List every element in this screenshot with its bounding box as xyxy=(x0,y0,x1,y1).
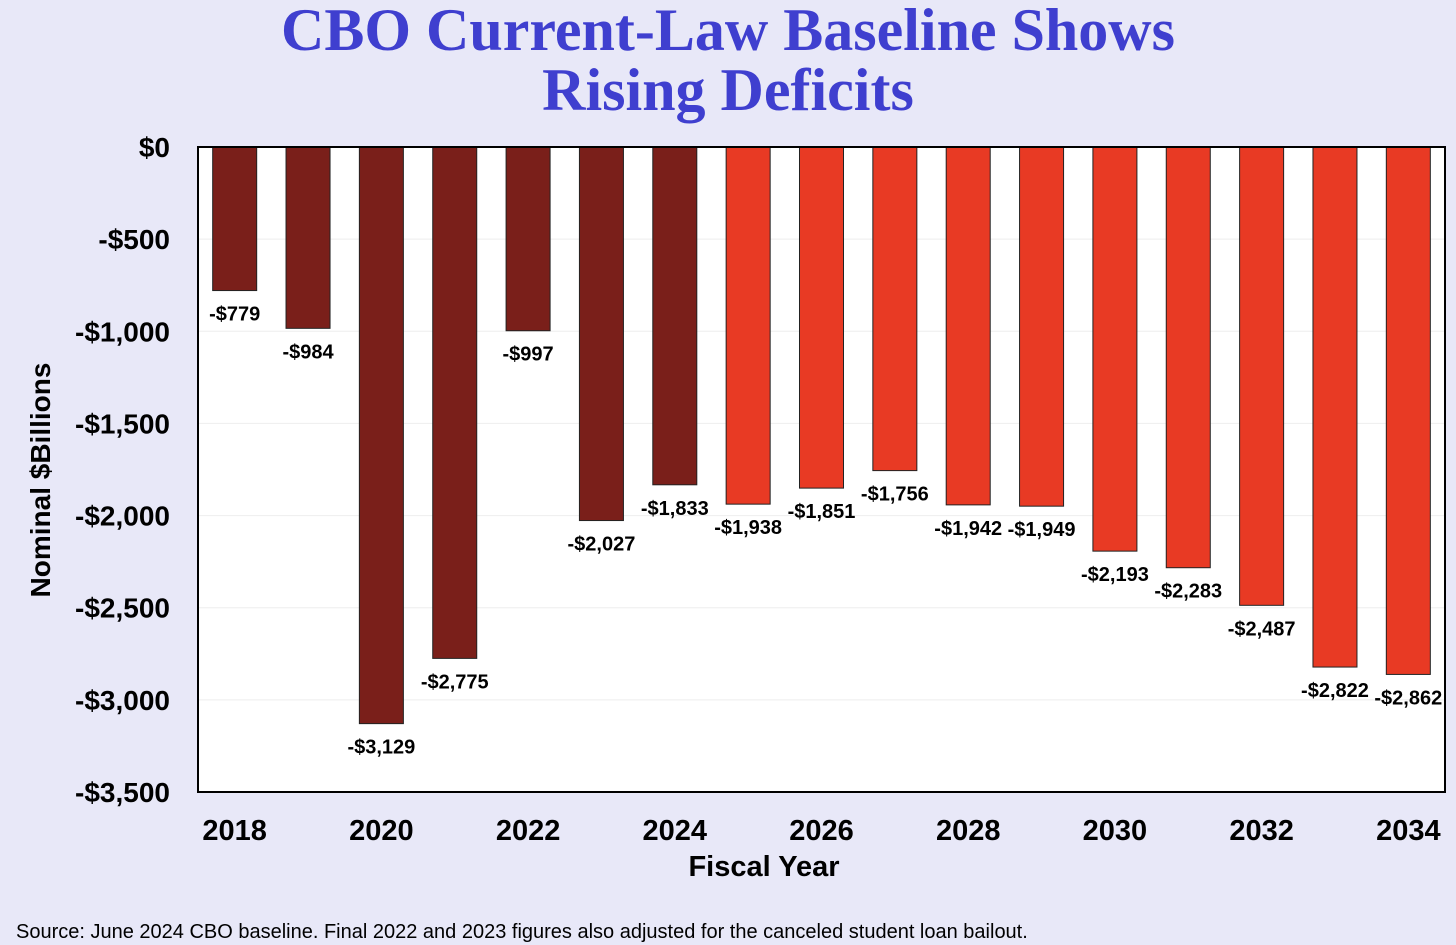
data-label-2032: -$2,487 xyxy=(1228,618,1296,640)
y-tick-label: -$1,000 xyxy=(75,316,170,347)
bar-2032 xyxy=(1239,146,1285,606)
data-label-2025: -$1,938 xyxy=(714,517,782,539)
data-label-2020: -$3,129 xyxy=(347,737,415,759)
data-label-2019: -$984 xyxy=(282,341,334,363)
bar-2023 xyxy=(578,146,624,522)
x-tick-label: 2018 xyxy=(202,815,267,847)
bar-2021 xyxy=(432,146,478,659)
bar-2018 xyxy=(212,146,258,292)
x-tick-label: 2024 xyxy=(643,815,708,847)
data-label-2021: -$2,775 xyxy=(421,671,489,693)
bar-2029 xyxy=(1019,146,1065,507)
bar-2024 xyxy=(652,146,698,486)
data-label-2034: -$2,862 xyxy=(1374,687,1442,709)
bar-2022 xyxy=(505,146,551,332)
bar-2031 xyxy=(1165,146,1211,569)
y-axis-label: Nominal $Billions xyxy=(25,363,56,598)
data-labels: -$779-$984-$3,129-$2,775-$997-$2,027-$1,… xyxy=(209,304,1442,759)
y-tick-label: -$1,500 xyxy=(75,408,170,439)
source-note: Source: June 2024 CBO baseline. Final 20… xyxy=(16,921,1028,943)
gridlines xyxy=(198,238,1445,701)
y-tick-label: $0 xyxy=(139,132,170,163)
data-label-2022: -$997 xyxy=(503,344,554,366)
x-tick-label: 2020 xyxy=(349,815,414,847)
bar-2030 xyxy=(1092,146,1138,552)
data-label-2031: -$2,283 xyxy=(1154,581,1222,603)
data-label-2030: -$2,193 xyxy=(1081,564,1149,586)
x-tick-label: 2032 xyxy=(1229,815,1294,847)
bar-2027 xyxy=(872,146,918,472)
bar-2020 xyxy=(358,146,404,725)
x-tick-label: 2028 xyxy=(936,815,1001,847)
data-label-2026: -$1,851 xyxy=(788,501,856,523)
x-tick-label: 2030 xyxy=(1083,815,1148,847)
x-tick-label: 2022 xyxy=(496,815,561,847)
x-tick-label: 2026 xyxy=(789,815,854,847)
x-tick-label: 2034 xyxy=(1376,815,1441,847)
y-tick-label: -$3,500 xyxy=(75,777,170,808)
y-tick-label: -$2,000 xyxy=(75,501,170,532)
bar-2034 xyxy=(1385,146,1431,675)
bar-2026 xyxy=(798,146,845,489)
x-axis-label: Fiscal Year xyxy=(688,851,839,883)
bar-2033 xyxy=(1312,146,1358,668)
data-label-2018: -$779 xyxy=(209,304,260,326)
data-label-2033: -$2,822 xyxy=(1301,680,1369,702)
data-label-2028: -$1,942 xyxy=(934,518,1002,540)
y-axis-ticks: $0 -$500 -$1,000 -$1,500 -$2,000 -$2,500 -$3,0… xyxy=(75,132,170,808)
bars xyxy=(212,146,1431,725)
data-label-2024: -$1,833 xyxy=(641,498,709,520)
data-label-2029: -$1,949 xyxy=(1008,519,1076,541)
y-tick-label: -$3,000 xyxy=(75,685,170,716)
y-tick-label: -$500 xyxy=(98,224,170,255)
plot-frame xyxy=(197,146,1446,793)
data-label-2023: -$2,027 xyxy=(568,534,636,556)
chart-title-line-2: Rising Deficits xyxy=(542,57,914,123)
bar-2025 xyxy=(725,146,771,505)
x-axis-ticks: 2018 2020 2022 2024 2026 2028 2030 2032 2034 xyxy=(202,815,1440,847)
data-label-2027: -$1,756 xyxy=(861,484,929,506)
chart-title-line-1: CBO Current-Law Baseline Shows xyxy=(281,0,1175,63)
bar-2028 xyxy=(945,146,991,506)
bar-2019 xyxy=(285,146,331,329)
y-tick-label: -$2,500 xyxy=(75,593,170,624)
